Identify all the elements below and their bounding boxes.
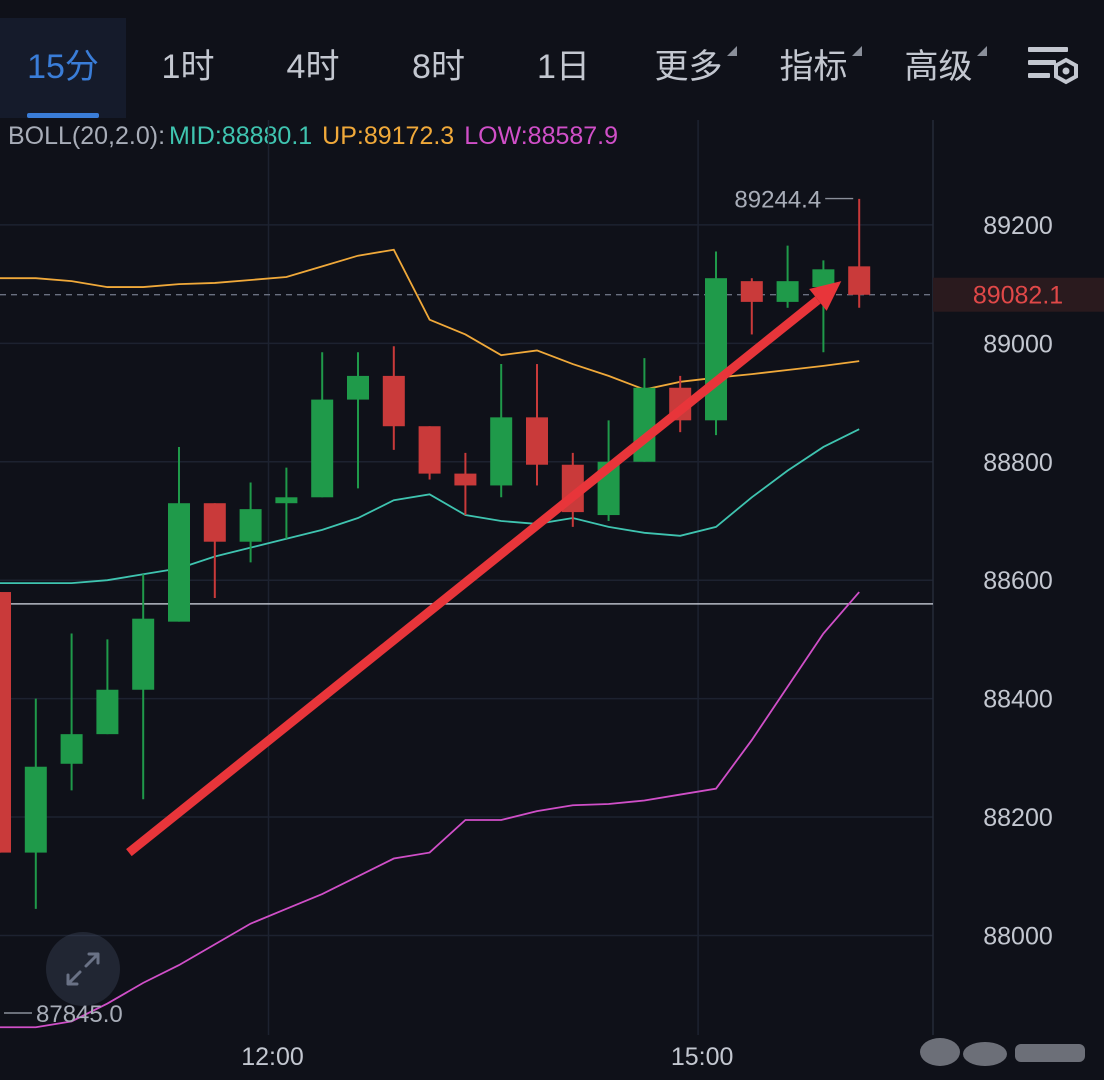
trend-arrow-head [809,281,842,311]
tab-label: 15分 [27,48,99,86]
tab-8[interactable]: 高级 [876,18,1001,118]
min-price-label: 87845.0 [36,1001,123,1028]
candle-body [168,503,190,622]
boll-lower-line [0,591,860,1029]
tab-3[interactable]: 4时 [250,18,376,118]
candle-body [776,281,799,302]
candle-body [454,473,477,486]
active-tab-underline [27,113,99,118]
dropdown-caret-icon [726,46,737,56]
last-price-tag [933,277,1104,312]
y-tick-label: 89000 [983,330,1053,358]
tab-label: 4时 [286,48,340,86]
candle-body [239,509,262,542]
tab-label: 高级 [905,46,987,86]
boll-up-value: UP:89172.3 [322,122,455,150]
tab-label: 指标 [780,46,862,86]
candle-body [275,497,298,504]
candle-body [132,618,155,690]
tab-label: 更多 [655,46,737,86]
candle-body [490,417,513,486]
candle-body [311,399,334,498]
expand-button[interactable] [46,932,120,1006]
y-tick-label: 88200 [983,804,1053,832]
y-tick-label: 88000 [983,922,1053,950]
dropdown-caret-icon [851,46,862,56]
y-tick-label: 89200 [983,212,1053,240]
expand-icon [66,952,100,986]
boll-name: BOLL(20,2.0): [8,122,166,150]
candle-body [382,375,405,427]
tab-1[interactable]: 15分 [0,18,126,118]
x-tick-label: 12:00 [241,1043,304,1071]
candle-body [203,503,226,542]
boll-low-value: LOW:88587.9 [464,122,619,150]
candle-body [848,266,871,295]
dropdown-caret-icon [976,46,987,56]
candle-body [347,375,369,400]
candle-body [705,278,727,421]
max-price-label: 89244.4 [734,187,821,214]
y-tick-label: 88400 [983,686,1053,714]
tab-label: 8时 [412,48,465,86]
candle-body [418,426,441,474]
boll-mid-value: MID:88880.1 [169,122,313,150]
boll-indicator-legend: BOLL(20,2.0): MID:88880.1 UP:89172.3 LOW:88… [8,122,628,151]
candle-body [96,689,119,735]
candle-body [24,766,47,853]
candle-body [740,281,763,302]
last-price-label: 89082.1 [973,282,1063,310]
tab-7[interactable]: 指标 [751,18,876,118]
tab-4[interactable]: 8时 [376,18,501,118]
y-tick-label: 88800 [983,449,1053,477]
candle-body [812,269,835,288]
tab-label: 1日 [537,48,590,86]
candle-body [60,734,83,764]
x-tick-label: 15:00 [671,1043,734,1071]
trend-arrow-shaft [126,296,821,857]
tab-6[interactable]: 更多 [626,18,751,118]
chart-settings-icon[interactable] [1026,44,1082,90]
tab-5[interactable]: 1日 [501,18,626,118]
y-tick-label: 88600 [983,567,1053,595]
timeframe-tabbar: 15分 1时 4时 8时 1日 更多 指标 高级 [0,0,1104,120]
tab-label: 1时 [161,48,215,86]
candle-body [526,417,548,465]
watermark-logo [920,1038,1085,1066]
tab-2[interactable]: 1时 [126,18,250,118]
candle-body [0,592,11,853]
